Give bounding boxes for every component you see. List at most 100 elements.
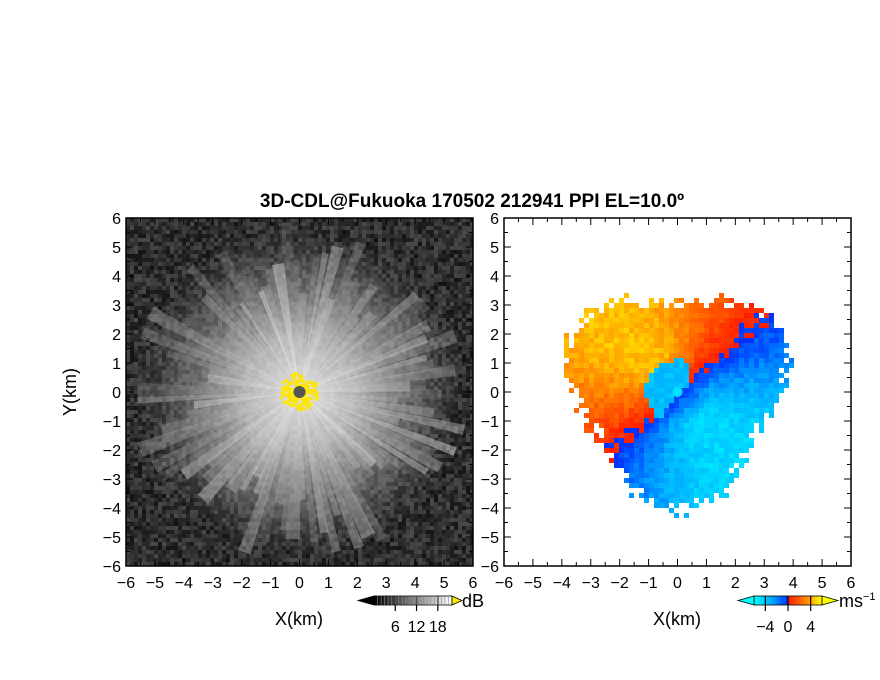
reflectivity-cell bbox=[470, 250, 473, 254]
reflectivity-cell bbox=[466, 434, 470, 438]
reflectivity-cell bbox=[450, 306, 454, 310]
reflectivity-cell bbox=[462, 354, 466, 358]
reflectivity-cell bbox=[126, 298, 130, 302]
reflectivity-cell bbox=[434, 290, 438, 294]
reflectivity-cell bbox=[130, 394, 134, 398]
reflectivity-cell bbox=[130, 302, 134, 306]
reflectivity-cell bbox=[126, 386, 130, 390]
reflectivity-cell bbox=[146, 242, 150, 246]
reflectivity-cell bbox=[454, 266, 458, 270]
reflectivity-cell bbox=[246, 218, 250, 222]
reflectivity-cell bbox=[458, 346, 462, 350]
reflectivity-cell bbox=[146, 266, 150, 270]
reflectivity-cell bbox=[338, 226, 342, 230]
reflectivity-cell bbox=[470, 330, 473, 334]
reflectivity-cell bbox=[130, 446, 134, 450]
reflectivity-cell bbox=[238, 222, 242, 226]
reflectivity-cell bbox=[202, 250, 206, 254]
reflectivity-cell bbox=[186, 266, 190, 270]
reflectivity-cell bbox=[178, 250, 182, 254]
reflectivity-cell bbox=[366, 230, 370, 234]
reflectivity-cell bbox=[194, 254, 198, 258]
reflectivity-cell bbox=[402, 238, 406, 242]
reflectivity-cell bbox=[430, 222, 434, 226]
reflectivity-cell bbox=[450, 274, 454, 278]
reflectivity-cell bbox=[410, 242, 414, 246]
reflectivity-cell bbox=[438, 218, 442, 222]
reflectivity-cell bbox=[450, 262, 454, 266]
reflectivity-cell bbox=[466, 386, 470, 390]
reflectivity-cell bbox=[142, 238, 146, 242]
reflectivity-cell bbox=[198, 230, 202, 234]
reflectivity-cell bbox=[442, 250, 446, 254]
reflectivity-cell bbox=[198, 254, 202, 258]
reflectivity-cell bbox=[354, 218, 358, 222]
reflectivity-cell bbox=[230, 230, 234, 234]
reflectivity-cell bbox=[210, 238, 214, 242]
reflectivity-cell bbox=[322, 226, 326, 230]
reflectivity-cell bbox=[466, 354, 470, 358]
reflectivity-cell bbox=[466, 254, 470, 258]
reflectivity-cell bbox=[198, 242, 202, 246]
reflectivity-cell bbox=[462, 374, 466, 378]
reflectivity-cell bbox=[410, 254, 414, 258]
reflectivity-cell bbox=[466, 430, 470, 434]
reflectivity-cell bbox=[450, 218, 454, 222]
reflectivity-cell bbox=[434, 254, 438, 258]
reflectivity-cell bbox=[182, 242, 186, 246]
reflectivity-cell bbox=[470, 382, 473, 386]
reflectivity-cell bbox=[450, 286, 454, 290]
reflectivity-cell bbox=[142, 446, 146, 450]
reflectivity-cell bbox=[442, 246, 446, 250]
reflectivity-cell bbox=[222, 238, 226, 242]
reflectivity-cell bbox=[470, 370, 473, 374]
reflectivity-cell bbox=[166, 230, 170, 234]
reflectivity-cell bbox=[166, 266, 170, 270]
reflectivity-cell bbox=[134, 246, 138, 250]
reflectivity-cell bbox=[466, 306, 470, 310]
reflectivity-cell bbox=[126, 222, 130, 226]
reflectivity-cell bbox=[430, 286, 434, 290]
reflectivity-cell bbox=[134, 310, 138, 314]
reflectivity-cell bbox=[338, 222, 342, 226]
reflectivity-cell bbox=[410, 222, 414, 226]
reflectivity-cell bbox=[130, 230, 134, 234]
reflectivity-cell bbox=[134, 438, 138, 442]
reflectivity-cell bbox=[470, 314, 473, 318]
reflectivity-cell bbox=[466, 310, 470, 314]
reflectivity-cell bbox=[198, 238, 202, 242]
reflectivity-cell bbox=[442, 282, 446, 286]
reflectivity-cell bbox=[158, 290, 162, 294]
reflectivity-cell bbox=[154, 274, 158, 278]
reflectivity-cell bbox=[246, 222, 250, 226]
reflectivity-cell bbox=[134, 430, 138, 434]
reflectivity-cell bbox=[186, 254, 190, 258]
reflectivity-cell bbox=[466, 342, 470, 346]
reflectivity-cell bbox=[126, 310, 130, 314]
reflectivity-cell bbox=[158, 258, 162, 262]
reflectivity-cell bbox=[194, 238, 198, 242]
reflectivity-cell bbox=[466, 278, 470, 282]
reflectivity-cell bbox=[202, 230, 206, 234]
reflectivity-cell bbox=[134, 442, 138, 446]
reflectivity-cell bbox=[174, 238, 178, 242]
reflectivity-cell bbox=[198, 226, 202, 230]
reflectivity-cell bbox=[146, 322, 150, 326]
reflectivity-cell bbox=[454, 298, 458, 302]
reflectivity-cell bbox=[354, 222, 358, 226]
reflectivity-cell bbox=[358, 230, 362, 234]
reflectivity-cell bbox=[466, 222, 470, 226]
reflectivity-cell bbox=[162, 266, 166, 270]
reflectivity-cell bbox=[454, 258, 458, 262]
reflectivity-cell bbox=[130, 270, 134, 274]
reflectivity-cell bbox=[158, 238, 162, 242]
reflectivity-cell bbox=[166, 282, 170, 286]
reflectivity-cell bbox=[442, 294, 446, 298]
reflectivity-cell bbox=[214, 238, 218, 242]
reflectivity-cell bbox=[130, 414, 134, 418]
reflectivity-cell bbox=[410, 266, 414, 270]
reflectivity-cell bbox=[374, 238, 378, 242]
reflectivity-cell bbox=[346, 226, 350, 230]
reflectivity-cell bbox=[470, 422, 473, 426]
reflectivity-cell bbox=[470, 246, 473, 250]
